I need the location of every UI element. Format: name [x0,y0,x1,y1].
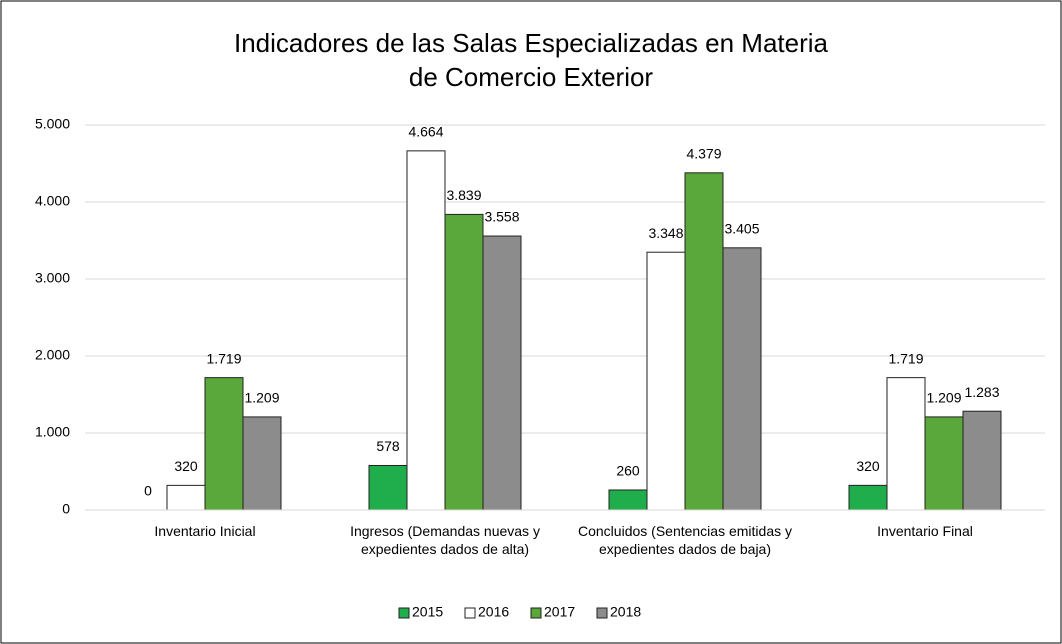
data-label: 1.719 [206,350,241,366]
data-label: 260 [616,463,640,479]
bar [166,484,206,511]
legend-swatch [530,607,542,619]
bar [684,172,724,511]
y-tick-label: 2.000 [35,347,70,363]
bar [368,464,408,511]
bar [924,416,964,511]
data-label: 3.405 [724,221,759,237]
x-tick-label: Inventario Inicial [154,523,256,539]
legend-label: 2017 [544,604,575,620]
legend-swatch [398,607,410,619]
bar [608,489,648,511]
bar [722,247,762,511]
data-label: 3.558 [484,209,519,225]
bar [204,377,244,511]
data-label: 3.348 [648,225,683,241]
chart-title: Indicadores de las Salas Especializadas … [233,28,828,92]
y-tick-label: 3.000 [35,270,70,286]
data-label: 320 [856,458,880,474]
data-label: 0 [144,483,152,499]
data-label: 4.664 [408,124,443,140]
data-label: 320 [174,458,198,474]
legend-swatch [464,607,476,619]
legend-label: 2015 [412,604,443,620]
bar [482,235,522,511]
y-tick-label: 4.000 [35,193,70,209]
bar [646,251,686,511]
bar [444,213,484,511]
bar [406,150,446,511]
legend-label: 2016 [478,604,509,620]
bar [848,484,888,511]
legend-swatch [596,607,608,619]
y-tick-label: 0 [62,501,70,517]
bar [886,377,926,511]
x-tick-label: Ingresos (Demandas nuevas y expedientes … [350,523,540,557]
data-label: 4.379 [686,146,721,162]
data-label: 1.209 [244,390,279,406]
data-label: 1.209 [926,390,961,406]
y-tick-label: 5.000 [35,116,70,132]
bar [962,410,1002,511]
x-tick-label: Concluidos (Sentencias emitidas y expedi… [578,523,792,557]
data-label: 1.719 [888,350,923,366]
x-tick-label: Inventario Final [877,523,973,539]
data-label: 578 [376,438,400,454]
data-label: 1.283 [964,384,999,400]
y-tick-label: 1.000 [35,424,70,440]
legend-label: 2018 [610,604,641,620]
data-label: 3.839 [446,187,481,203]
bar [242,416,282,511]
